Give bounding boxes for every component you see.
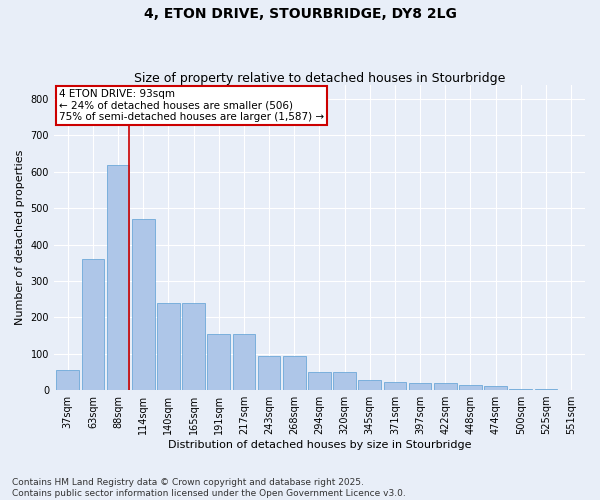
Bar: [283, 356, 305, 390]
Bar: [358, 380, 381, 390]
Text: 4, ETON DRIVE, STOURBRIDGE, DY8 2LG: 4, ETON DRIVE, STOURBRIDGE, DY8 2LG: [143, 8, 457, 22]
Bar: [182, 303, 205, 390]
Bar: [434, 383, 457, 390]
Bar: [459, 384, 482, 390]
Bar: [56, 370, 79, 390]
Text: Contains HM Land Registry data © Crown copyright and database right 2025.
Contai: Contains HM Land Registry data © Crown c…: [12, 478, 406, 498]
X-axis label: Distribution of detached houses by size in Stourbridge: Distribution of detached houses by size …: [168, 440, 471, 450]
Title: Size of property relative to detached houses in Stourbridge: Size of property relative to detached ho…: [134, 72, 505, 85]
Bar: [409, 383, 431, 390]
Bar: [132, 219, 155, 390]
Bar: [157, 303, 180, 390]
Bar: [484, 386, 507, 390]
Bar: [107, 164, 130, 390]
Bar: [208, 334, 230, 390]
Bar: [334, 372, 356, 390]
Text: 4 ETON DRIVE: 93sqm
← 24% of detached houses are smaller (506)
75% of semi-detac: 4 ETON DRIVE: 93sqm ← 24% of detached ho…: [59, 89, 325, 122]
Bar: [308, 372, 331, 390]
Bar: [258, 356, 280, 390]
Y-axis label: Number of detached properties: Number of detached properties: [15, 150, 25, 325]
Bar: [509, 389, 532, 390]
Bar: [82, 259, 104, 390]
Bar: [383, 382, 406, 390]
Bar: [233, 334, 255, 390]
